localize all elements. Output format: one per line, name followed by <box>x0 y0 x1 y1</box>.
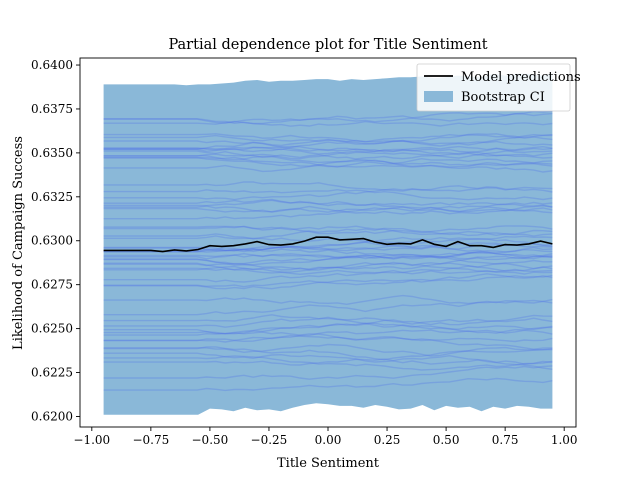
bootstrap-line <box>103 241 553 258</box>
y-axis-label: Likelihood of Campaign Success <box>11 136 26 350</box>
bootstrap-line <box>103 181 553 192</box>
x-axis-label: Title Sentiment <box>277 456 380 471</box>
bootstrap-line <box>103 329 553 350</box>
bootstrap-line <box>103 110 553 124</box>
bootstrap-line <box>103 145 553 160</box>
plot-area <box>103 73 553 415</box>
y-tick-label: 0.6275 <box>31 278 73 292</box>
bootstrap-line <box>103 314 553 336</box>
bootstrap-line <box>103 298 553 316</box>
bootstrap-line <box>103 242 553 253</box>
bootstrap-line <box>103 273 553 288</box>
bootstrap-line <box>103 252 553 260</box>
bootstrap-line <box>103 199 553 208</box>
y-tick-label: 0.6400 <box>31 58 73 72</box>
y-tick-label: 0.6325 <box>31 190 73 204</box>
bootstrap-line <box>103 343 553 357</box>
bootstrap-line <box>103 377 553 392</box>
bootstrap-line <box>103 365 553 380</box>
bootstrap-line <box>103 150 553 160</box>
bootstrap-line <box>103 162 553 173</box>
bootstrap-line <box>103 206 553 220</box>
x-tick-label: 1.00 <box>551 433 578 447</box>
bootstrap-line <box>103 314 553 325</box>
bootstrap-line <box>103 140 553 154</box>
bootstrap-line <box>103 236 553 253</box>
bootstrap-line <box>103 146 553 156</box>
bootstrap-line <box>103 274 553 290</box>
bootstrap-line <box>103 352 553 370</box>
bootstrap-line <box>103 246 553 257</box>
bootstrap-line <box>103 334 553 343</box>
bootstrap-line <box>103 225 553 237</box>
bootstrap-line <box>103 140 553 151</box>
x-axis-ticks: −1.00 −0.75 −0.50 −0.25 0.00 0.25 0.50 0.75 1.00 <box>73 427 578 447</box>
bootstrap-line <box>103 259 553 276</box>
bootstrap-line <box>103 198 553 209</box>
bootstrap-line <box>103 261 553 273</box>
bootstrap-line <box>103 185 553 201</box>
bootstrap-line <box>103 133 553 143</box>
x-tick-label: 0.25 <box>374 433 401 447</box>
bootstrap-line <box>103 155 553 167</box>
legend-bootstrap-ci-swatch <box>424 91 453 102</box>
bootstrap-line <box>103 205 553 213</box>
legend-frame <box>416 63 571 112</box>
x-tick-label: −0.75 <box>132 433 169 447</box>
y-tick-label: 0.6200 <box>31 409 73 423</box>
bootstrap-line <box>103 205 553 215</box>
y-axis-ticks: 0.6200 0.6225 0.6250 0.6275 0.6300 0.6325 0.63… <box>31 58 80 423</box>
bootstrap-line <box>103 118 553 127</box>
model-predictions-line <box>103 236 553 253</box>
bootstrap-line <box>103 326 553 342</box>
bootstrap-line <box>103 354 553 366</box>
bootstrap-line <box>103 156 553 173</box>
bootstrap-line <box>103 316 553 331</box>
y-tick-label: 0.6350 <box>31 146 73 160</box>
bootstrap-line <box>103 225 553 236</box>
bootstrap-line <box>103 188 553 201</box>
chart-title: Partial dependence plot for Title Sentim… <box>168 37 487 53</box>
bootstrap-line <box>103 134 553 147</box>
bootstrap-line <box>103 346 553 361</box>
x-tick-label: −1.00 <box>73 433 110 447</box>
bootstrap-line <box>103 112 553 125</box>
legend: Model predictions Bootstrap CI <box>416 63 581 112</box>
bootstrap-line <box>103 254 553 270</box>
bootstrap-line <box>103 235 553 244</box>
bootstrap-line <box>103 155 553 166</box>
legend-model-predictions-label: Model predictions <box>461 70 581 85</box>
legend-bootstrap-ci-label: Bootstrap CI <box>461 90 545 105</box>
bootstrap-line <box>103 254 553 273</box>
y-tick-label: 0.6225 <box>31 366 73 380</box>
x-tick-label: 0.50 <box>433 433 460 447</box>
x-tick-label: 0.00 <box>315 433 342 447</box>
bootstrap-line <box>103 294 553 306</box>
y-tick-label: 0.6300 <box>31 234 73 248</box>
bootstrap-lines <box>103 110 553 392</box>
x-tick-label: 0.75 <box>492 433 519 447</box>
y-tick-label: 0.6375 <box>31 102 73 116</box>
bootstrap-line <box>103 133 553 150</box>
x-tick-label: −0.50 <box>192 433 229 447</box>
y-tick-label: 0.6250 <box>31 322 73 336</box>
bootstrap-line <box>103 148 553 159</box>
bootstrap-ci-band <box>103 73 553 415</box>
bootstrap-line <box>103 251 553 267</box>
bootstrap-line <box>103 248 553 260</box>
bootstrap-line <box>103 355 553 371</box>
bootstrap-line <box>103 269 553 283</box>
bootstrap-line <box>103 322 553 335</box>
bootstrap-line <box>103 225 553 240</box>
bootstrap-line <box>103 258 553 272</box>
x-tick-label: −0.25 <box>251 433 288 447</box>
